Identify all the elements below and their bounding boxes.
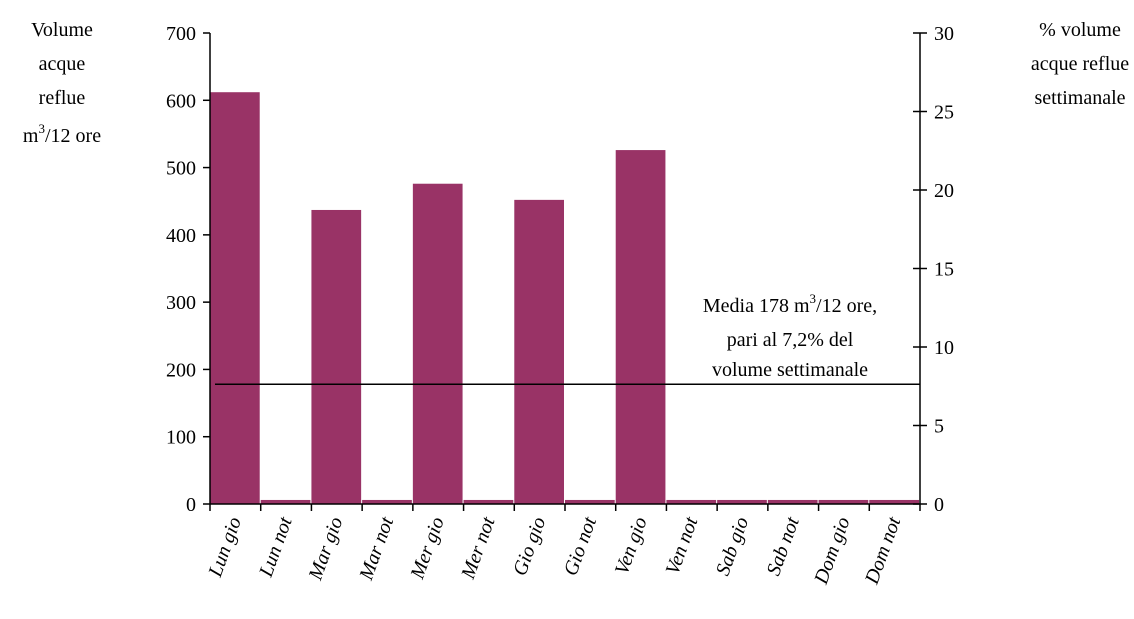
y-tick-label: 400 xyxy=(166,225,196,247)
unit-superscript: 3 xyxy=(38,121,45,136)
bar xyxy=(869,499,919,504)
y2-tick-label: 30 xyxy=(934,23,954,45)
y-tick-label: 0 xyxy=(186,494,196,516)
y-tick-label: 100 xyxy=(166,427,196,449)
x-tick-label: Ven gio xyxy=(611,514,652,577)
bar xyxy=(210,92,260,504)
x-tick-label: Gio not xyxy=(560,514,602,579)
bar xyxy=(767,499,818,504)
x-tick-label: Gio gio xyxy=(509,514,550,578)
y-tick-label: 300 xyxy=(166,292,196,314)
annotation-line: volume settimanale xyxy=(712,359,868,381)
y-tick-label: 600 xyxy=(166,90,196,112)
y2-axis-title: % volume acque reflue settimanale xyxy=(1031,19,1129,109)
bar xyxy=(615,150,666,504)
bar xyxy=(260,499,311,504)
y-axis-title-line: acque xyxy=(39,53,86,75)
x-tick-label: Dom not xyxy=(861,514,906,588)
y-axis-title-line: Volume xyxy=(31,19,93,41)
y-tick-label: 200 xyxy=(166,359,196,381)
unit-text: m xyxy=(23,125,39,147)
x-tick-label: Lun not xyxy=(255,514,297,581)
bar xyxy=(514,199,564,504)
y2-tick-label: 15 xyxy=(934,259,954,281)
y2-axis-title-line: settimanale xyxy=(1034,87,1125,109)
bar xyxy=(717,499,767,504)
bar xyxy=(666,499,717,504)
x-tick-label: Mar not xyxy=(355,514,398,584)
bar xyxy=(412,183,463,504)
x-tick-label: Sab gio xyxy=(712,514,753,578)
y-tick-label: 700 xyxy=(166,23,196,45)
x-tick-label: Ven not xyxy=(661,514,702,578)
x-tick-label: Mer gio xyxy=(406,514,449,583)
y-tick-label: 500 xyxy=(166,158,196,180)
y-axis-title: Volume acque reflue m3/12 ore xyxy=(23,19,101,147)
y-axis-title-unit: m3/12 ore xyxy=(23,121,101,147)
unit-text: /12 ore xyxy=(45,125,101,147)
y2-tick-label: 25 xyxy=(934,102,954,124)
y2-tick-label: 20 xyxy=(934,180,954,202)
x-tick-label: Mar gio xyxy=(304,514,347,584)
x-tick-label: Dom gio xyxy=(810,514,855,588)
y-axis-title-line: reflue xyxy=(39,87,86,109)
y2-tick-label: 0 xyxy=(934,494,944,516)
bar xyxy=(463,499,514,504)
y2-tick-label: 10 xyxy=(934,337,954,359)
y2-axis-title-line: % volume xyxy=(1039,19,1121,41)
y2-tick-label: 5 xyxy=(934,416,944,438)
annotation-superscript: 3 xyxy=(810,291,817,306)
x-tick-label: Sab not xyxy=(763,514,805,579)
bar xyxy=(362,499,412,504)
annotation-line: Media 178 m3/12 ore, xyxy=(703,291,877,317)
annotation-text: /12 ore, xyxy=(816,295,877,317)
y2-axis-title-line: acque reflue xyxy=(1031,53,1129,75)
x-tick-label: Lun gio xyxy=(204,514,246,580)
x-tick-label: Mer not xyxy=(457,514,500,583)
annotation-line: pari al 7,2% del xyxy=(727,329,854,351)
bar xyxy=(818,499,869,504)
bar xyxy=(311,209,362,504)
bar xyxy=(565,499,615,504)
annotation-text: Media 178 m xyxy=(703,295,810,317)
